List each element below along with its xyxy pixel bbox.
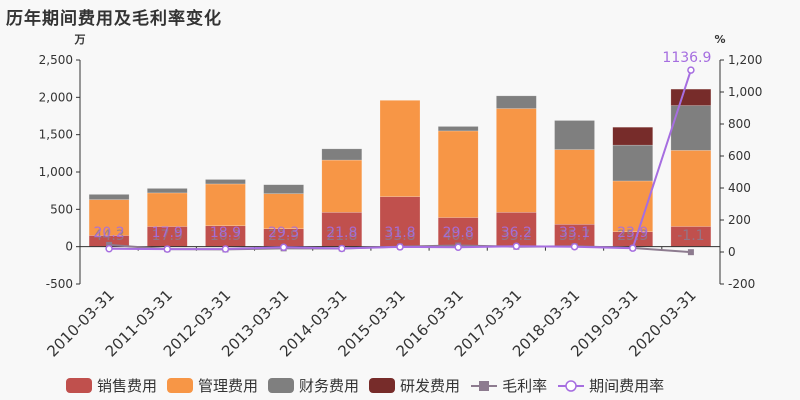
bar-segment[interactable] bbox=[263, 193, 304, 229]
svg-text:1,500: 1,500 bbox=[39, 128, 73, 142]
svg-text:800: 800 bbox=[728, 117, 751, 131]
bar-segment[interactable] bbox=[554, 120, 595, 150]
svg-text:-500: -500 bbox=[46, 277, 73, 291]
svg-text:17.9: 17.9 bbox=[152, 225, 183, 241]
legend-swatch bbox=[369, 378, 396, 393]
svg-text:21.8: 21.8 bbox=[326, 225, 357, 241]
chart-title: 历年期间费用及毛利率变化 bbox=[6, 9, 222, 29]
bar-segment[interactable] bbox=[205, 183, 246, 227]
svg-text:1,000: 1,000 bbox=[39, 165, 73, 179]
bar-segment[interactable] bbox=[88, 199, 130, 236]
svg-text:1136.9: 1136.9 bbox=[662, 50, 711, 66]
bar-segment[interactable] bbox=[496, 108, 537, 213]
svg-text:29.3: 29.3 bbox=[268, 225, 299, 241]
svg-text:0: 0 bbox=[65, 240, 73, 254]
svg-text:33.8: 33.8 bbox=[384, 228, 415, 244]
bar-segment[interactable] bbox=[147, 192, 188, 227]
bar-segment[interactable] bbox=[612, 144, 653, 182]
svg-text:25.3: 25.3 bbox=[617, 228, 648, 244]
bar-segment[interactable] bbox=[147, 188, 188, 194]
svg-text:%: % bbox=[714, 33, 725, 46]
svg-text:31.8: 31.8 bbox=[384, 225, 415, 241]
legend-item-finance[interactable]: 财务费用 bbox=[268, 375, 359, 396]
circle-line-icon bbox=[558, 380, 585, 392]
legend-item-rd[interactable]: 研发费用 bbox=[369, 375, 460, 396]
svg-text:33.2: 33.2 bbox=[501, 228, 532, 244]
legend-item-sales[interactable]: 销售费用 bbox=[66, 375, 157, 396]
svg-text:16.3: 16.3 bbox=[210, 228, 241, 244]
bar-segment[interactable] bbox=[670, 150, 712, 227]
square-line-icon bbox=[471, 381, 498, 391]
legend-item-gross-margin[interactable]: 毛利率 bbox=[470, 375, 547, 396]
svg-text:2,000: 2,000 bbox=[39, 90, 73, 104]
legend: 销售费用 管理费用 财务费用 研发费用 毛利率 期间费用率 bbox=[66, 375, 674, 396]
bar-segment[interactable] bbox=[321, 148, 363, 161]
svg-text:36.2: 36.2 bbox=[501, 225, 532, 241]
svg-text:200: 200 bbox=[728, 213, 751, 227]
svg-text:44.3: 44.3 bbox=[94, 228, 125, 244]
svg-text:500: 500 bbox=[50, 202, 73, 216]
svg-text:万: 万 bbox=[74, 33, 86, 46]
bar-segment[interactable] bbox=[88, 194, 130, 200]
svg-text:20.2: 20.2 bbox=[94, 225, 125, 241]
svg-text:40.6: 40.6 bbox=[443, 228, 474, 244]
bar-segment[interactable] bbox=[379, 100, 421, 197]
svg-text:17.9: 17.9 bbox=[152, 228, 183, 244]
legend-swatch bbox=[167, 378, 194, 393]
bar-segment[interactable] bbox=[496, 95, 537, 109]
svg-text:0: 0 bbox=[728, 245, 736, 259]
legend-item-expense-rate[interactable]: 期间费用率 bbox=[557, 375, 664, 396]
bar-segment[interactable] bbox=[437, 217, 479, 247]
svg-text:1,000: 1,000 bbox=[728, 85, 762, 99]
legend-swatch bbox=[66, 378, 92, 393]
svg-text:21.8: 21.8 bbox=[326, 228, 357, 244]
svg-text:2,500: 2,500 bbox=[39, 53, 73, 67]
bar-segment[interactable] bbox=[379, 196, 421, 247]
bar-segment[interactable] bbox=[612, 126, 653, 146]
bar-segment[interactable] bbox=[554, 149, 595, 225]
legend-item-admin[interactable]: 管理费用 bbox=[167, 375, 258, 396]
bar-segment[interactable] bbox=[437, 130, 479, 218]
svg-text:33.1: 33.1 bbox=[559, 225, 590, 241]
bar-segment[interactable] bbox=[670, 88, 712, 106]
svg-text:22.9: 22.9 bbox=[268, 228, 299, 244]
legend-swatch bbox=[268, 378, 295, 393]
svg-text:1,200: 1,200 bbox=[728, 53, 762, 67]
bar-segment[interactable] bbox=[205, 179, 246, 185]
svg-text:35.7: 35.7 bbox=[559, 228, 590, 244]
bar-segment[interactable] bbox=[263, 184, 304, 194]
svg-text:18.9: 18.9 bbox=[210, 225, 241, 241]
svg-text:23.9: 23.9 bbox=[617, 225, 648, 241]
bar-segment[interactable] bbox=[437, 126, 479, 132]
svg-text:29.8: 29.8 bbox=[443, 225, 474, 241]
svg-text:-1.1: -1.1 bbox=[677, 228, 704, 244]
bar-segment[interactable] bbox=[321, 159, 363, 213]
svg-text:400: 400 bbox=[728, 181, 751, 195]
svg-text:600: 600 bbox=[728, 149, 751, 163]
svg-text:-200: -200 bbox=[728, 277, 755, 291]
